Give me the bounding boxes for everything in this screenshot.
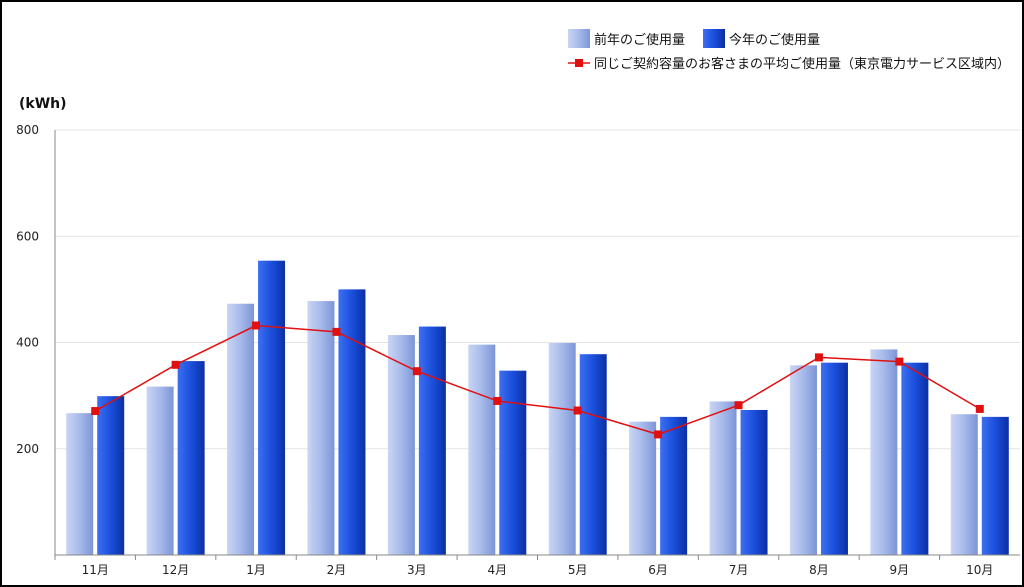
y-tick-label: 200 <box>16 442 39 456</box>
legend-swatch-current <box>703 29 725 48</box>
x-tick-label: 2月 <box>327 563 347 577</box>
x-tick-label: 7月 <box>729 563 749 577</box>
bar-current-year <box>97 396 125 555</box>
y-tick-label: 400 <box>16 336 39 350</box>
gridlines <box>55 129 1020 450</box>
legend-label-prev: 前年のご使用量 <box>594 32 685 48</box>
average-line <box>91 321 984 439</box>
bar-current-year <box>418 326 446 555</box>
bar-current-year <box>981 416 1009 555</box>
legend: 前年のご使用量 今年のご使用量 同じご契約容量のお客さまの平均ご使用量（東京電力… <box>568 29 1010 72</box>
bar-current-year <box>660 416 688 555</box>
bar-current-year <box>579 354 607 555</box>
x-tick-label: 8月 <box>809 563 829 577</box>
legend-marker-average <box>575 59 583 67</box>
bar-prev-year <box>387 335 415 555</box>
bar-prev-year <box>709 401 737 555</box>
bar-prev-year <box>789 365 817 555</box>
x-tick-label: 9月 <box>890 563 910 577</box>
bar-current-year <box>177 361 205 555</box>
bars <box>66 260 1009 555</box>
bar-current-year <box>338 289 366 555</box>
x-tick-label: 3月 <box>407 563 427 577</box>
average-point <box>412 367 421 376</box>
x-tick-label: 12月 <box>162 563 189 577</box>
bar-current-year <box>820 362 848 555</box>
legend-swatch-prev <box>568 29 590 48</box>
average-point <box>252 321 261 330</box>
bar-current-year <box>901 362 929 555</box>
legend-label-current: 今年のご使用量 <box>729 32 820 48</box>
bar-current-year <box>499 370 527 555</box>
average-point <box>171 360 180 369</box>
average-point <box>573 406 582 415</box>
legend-label-average: 同じご契約容量のお客さまの平均ご使用量（東京電力サービス区域内） <box>594 56 1010 72</box>
bar-prev-year <box>66 413 94 555</box>
bar-prev-year <box>307 301 335 555</box>
average-point <box>734 401 743 410</box>
x-tick-label: 6月 <box>648 563 668 577</box>
bar-prev-year <box>870 349 898 555</box>
bar-prev-year <box>468 344 496 555</box>
bar-prev-year <box>950 414 978 555</box>
y-axis-label: (kWh) <box>19 96 67 112</box>
average-point <box>895 357 904 366</box>
x-tick-label: 5月 <box>568 563 588 577</box>
x-tick-label: 4月 <box>487 563 507 577</box>
bar-current-year <box>258 260 286 555</box>
x-tick-label: 11月 <box>82 563 109 577</box>
x-ticks: 11月 12月 1月 2月 3月 4月 5月 6月 7月 8月 9月 10月 <box>54 555 993 577</box>
x-tick-label: 10月 <box>966 563 993 577</box>
average-point <box>91 407 100 416</box>
bar-prev-year <box>227 303 255 555</box>
average-line-path <box>94 324 981 436</box>
average-point <box>493 396 502 405</box>
average-point <box>975 404 984 413</box>
average-point <box>332 327 341 336</box>
average-point <box>814 353 823 362</box>
bar-prev-year <box>548 343 576 555</box>
x-tick-label: 1月 <box>246 563 266 577</box>
y-tick-label: 600 <box>16 229 39 243</box>
bar-current-year <box>740 409 768 555</box>
bar-prev-year <box>629 421 657 555</box>
bar-prev-year <box>146 386 174 555</box>
y-tick-label: 800 <box>16 123 39 137</box>
y-ticks: 200 400 600 800 <box>16 123 39 456</box>
average-point <box>654 430 663 439</box>
